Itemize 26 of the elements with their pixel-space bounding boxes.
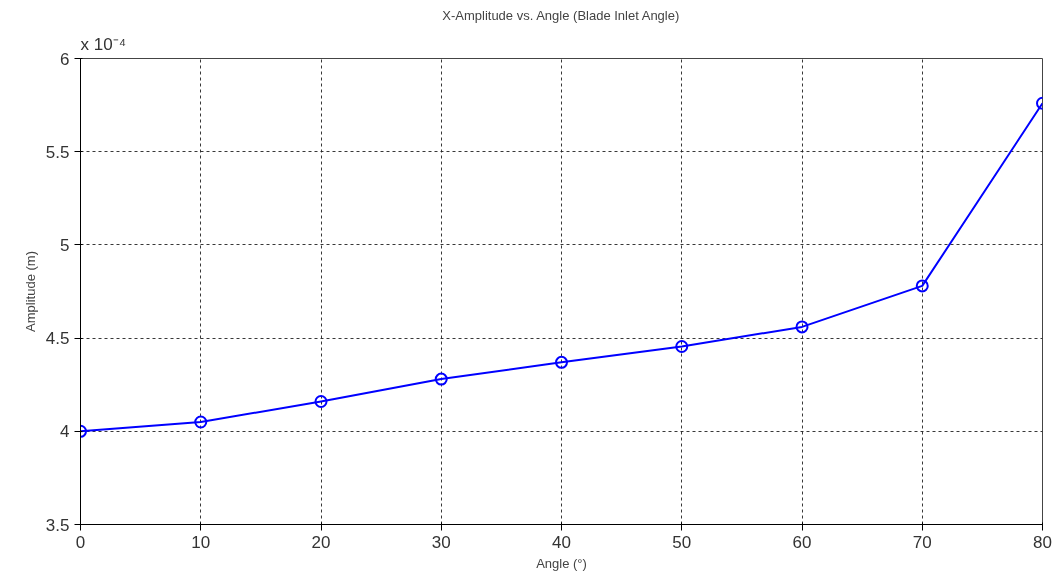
y-tick-label: 5.5 — [45, 142, 70, 162]
y-axis-title: Amplitude (m) — [22, 251, 38, 332]
point — [915, 279, 929, 293]
y-tick-label: 6 — [60, 49, 70, 69]
y-tick-label: 5 — [60, 235, 70, 255]
x-tick-label: 80 — [1033, 532, 1052, 552]
x-tick-label: 30 — [431, 532, 451, 552]
point — [314, 394, 328, 408]
x-tick-label: 20 — [311, 532, 331, 552]
chart-title: X-Amplitude vs. Angle (Blade Inlet Angle) — [442, 7, 680, 23]
text: x 10⁻⁴ — [80, 34, 126, 54]
x-tick-label: 60 — [792, 532, 812, 552]
x-tick-label: 10 — [191, 532, 211, 552]
x-tick-label: 50 — [672, 532, 692, 552]
y-tick-label: 4 — [60, 422, 70, 442]
x-tick-label: 40 — [552, 532, 571, 552]
x-tick-label: 70 — [912, 532, 932, 552]
point — [675, 340, 689, 353]
x-axis-title: Angle (°) — [536, 555, 587, 571]
point — [555, 355, 568, 369]
y-tick-label: 3.5 — [45, 515, 70, 535]
point — [194, 415, 208, 429]
point — [434, 372, 448, 386]
point — [795, 320, 809, 334]
x-tick-label: 0 — [75, 532, 86, 552]
y-tick-label: 4.5 — [45, 329, 70, 349]
